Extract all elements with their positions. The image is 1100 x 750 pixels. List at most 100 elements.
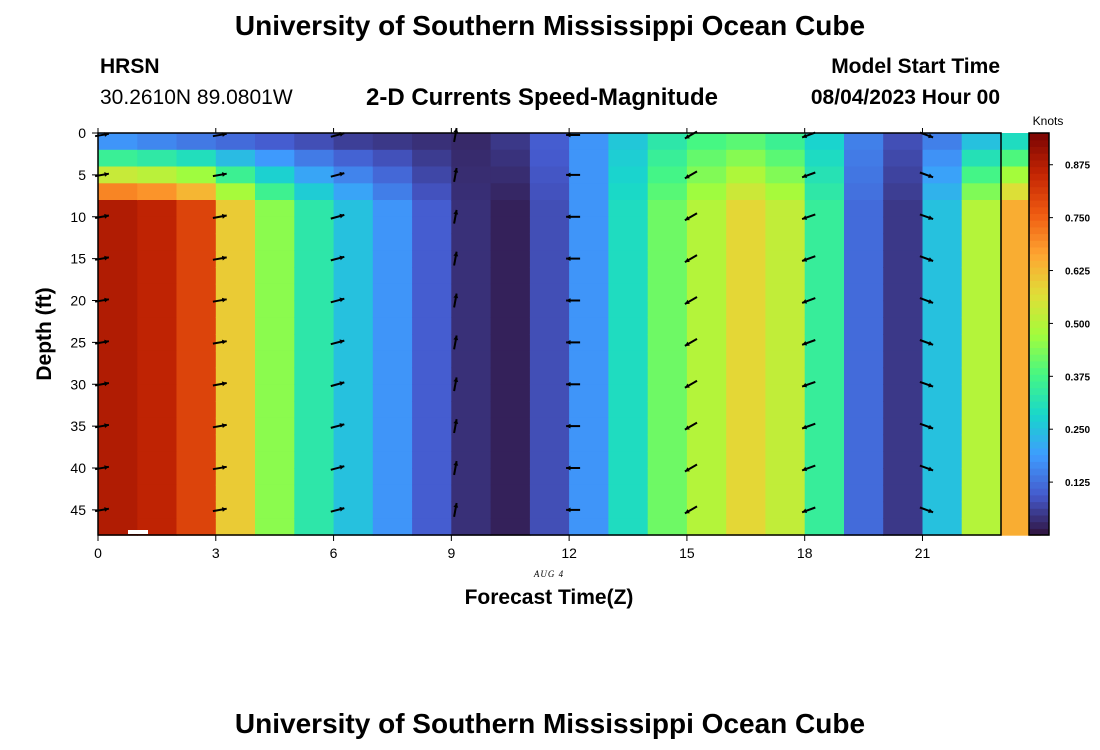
y-tick-label: 35	[70, 418, 86, 434]
heat-cell	[98, 250, 138, 268]
heat-cell	[608, 367, 649, 385]
heat-cell	[333, 183, 374, 201]
heat-cell	[765, 216, 806, 235]
heat-cell	[294, 484, 335, 503]
heat-cell	[529, 300, 570, 318]
heat-cell	[608, 216, 649, 235]
heat-cell	[647, 267, 688, 285]
heat-cell	[215, 200, 256, 218]
heat-cell	[255, 233, 295, 251]
heat-cell	[215, 401, 256, 419]
heat-cell	[765, 166, 806, 184]
heat-cell	[844, 384, 884, 402]
model-start-label: Model Start Time	[831, 55, 1000, 78]
heat-cell	[922, 518, 963, 536]
y-tick-label: 10	[70, 209, 86, 225]
heat-cell	[569, 484, 609, 503]
heat-cell	[176, 250, 217, 268]
colorbar-segment	[1029, 313, 1049, 322]
colorbar-segment	[1029, 320, 1049, 328]
heat-cell	[215, 300, 256, 318]
current-vector-arrow	[684, 296, 698, 305]
heat-cell	[686, 149, 727, 168]
heat-cell	[176, 417, 217, 436]
heat-cell	[844, 484, 884, 503]
heat-cell	[215, 166, 256, 184]
heat-cell	[922, 267, 963, 285]
heat-cell	[529, 283, 570, 302]
heat-cell	[765, 417, 806, 436]
heat-cell	[255, 501, 295, 519]
heat-cell	[647, 518, 688, 536]
heat-cell	[569, 334, 609, 352]
current-vector-arrow	[801, 506, 816, 514]
heat-cell	[961, 149, 1002, 168]
heat-cell	[176, 367, 217, 385]
current-vector-arrow	[453, 419, 459, 434]
colorbar-tick-label: 0.875	[1065, 161, 1090, 172]
current-vector-arrow	[330, 381, 345, 388]
heat-cell	[451, 401, 492, 419]
heat-cell	[844, 468, 884, 486]
heat-cell	[529, 183, 570, 201]
current-vector-arrow	[330, 339, 345, 346]
heat-cell	[726, 501, 767, 519]
heat-cell	[98, 434, 138, 452]
current-vector-arrow	[801, 213, 816, 221]
heat-cell	[569, 434, 609, 452]
station-name: HRSN	[100, 55, 160, 78]
heat-cell	[412, 434, 452, 452]
heat-cell	[883, 149, 924, 168]
heat-cell	[294, 401, 335, 419]
heat-cell	[215, 451, 256, 469]
heat-cell	[98, 518, 138, 536]
heat-cell	[647, 501, 688, 519]
heat-cell	[451, 367, 492, 385]
heat-cell	[647, 317, 688, 335]
heat-cell	[490, 401, 531, 419]
heat-cell	[569, 350, 609, 369]
heat-cell	[804, 484, 845, 503]
heat-cell	[844, 350, 884, 369]
heatmap-cells	[98, 133, 1041, 536]
heat-cell	[686, 468, 727, 486]
colorbar-segment	[1029, 434, 1049, 442]
heat-cell	[844, 334, 884, 352]
heat-cell	[137, 300, 178, 318]
colorbar-tick-label: 0.750	[1065, 214, 1090, 225]
heat-cell	[647, 484, 688, 503]
heat-cell	[451, 317, 492, 335]
heat-cell	[686, 200, 727, 218]
heat-cell	[294, 283, 335, 302]
heat-cell	[804, 149, 845, 168]
heat-cell	[176, 434, 217, 452]
heat-cell	[647, 166, 688, 184]
heat-cell	[647, 200, 688, 218]
heat-cell	[255, 200, 295, 218]
heat-cell	[765, 334, 806, 352]
y-tick-label: 0	[78, 125, 86, 141]
colorbar-segment	[1029, 153, 1049, 161]
heat-cell	[490, 133, 531, 151]
heat-cell	[98, 283, 138, 302]
heat-cell	[922, 367, 963, 385]
colorbar-tick-label: 0.125	[1065, 478, 1090, 489]
heat-cell	[333, 367, 374, 385]
heat-cell	[961, 501, 1002, 519]
heat-cell	[844, 250, 884, 268]
heat-cell	[765, 451, 806, 469]
heat-cell	[844, 183, 884, 201]
heat-cell	[137, 417, 178, 436]
heat-cell	[490, 384, 531, 402]
heat-cell	[804, 233, 845, 251]
heat-cell	[844, 434, 884, 452]
heat-cell	[294, 434, 335, 452]
current-vector-arrow	[212, 339, 227, 345]
current-vector-arrow	[453, 127, 459, 143]
heat-cell	[608, 267, 649, 285]
heat-cell	[961, 434, 1002, 452]
heat-cell	[844, 216, 884, 235]
current-vector-arrow	[801, 339, 816, 346]
heat-cell	[804, 200, 845, 218]
heat-cell	[686, 350, 727, 369]
